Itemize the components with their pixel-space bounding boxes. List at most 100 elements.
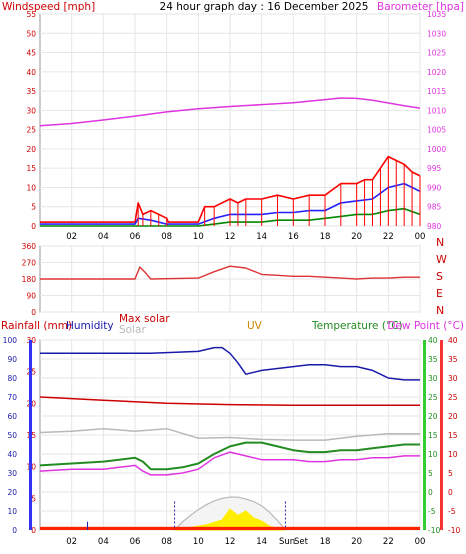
dew-point-y-tick-10: 10: [448, 450, 458, 459]
temperature-y-tick-20: 20: [428, 412, 438, 421]
max-solar-label: Max solar: [119, 313, 170, 325]
wind-x-tick-00: 00: [415, 232, 426, 242]
barometer-y-tick-1020: 1020: [427, 68, 446, 77]
wind-x-tick-20: 20: [351, 232, 362, 242]
windspeed-y-tick-5: 5: [31, 203, 36, 212]
temperature-y-tick-25: 25: [428, 393, 438, 402]
barometer-y-tick-1035: 1035: [427, 10, 446, 19]
dew-point-axis-bar: [440, 340, 443, 530]
dew-point-y-tick-30: 30: [448, 374, 458, 383]
direction-y-tick-360: 360: [22, 242, 37, 251]
direction-y-tick-180: 180: [22, 275, 37, 284]
wind-x-tick-22: 22: [383, 232, 394, 242]
dew-point-y-tick--10: -10: [448, 526, 460, 535]
windspeed-y-tick-20: 20: [26, 145, 36, 154]
compass-label-3: E: [436, 287, 443, 300]
direction-y-tick-0: 0: [31, 308, 36, 317]
barometer-y-tick-1010: 1010: [427, 106, 446, 115]
wind-x-tick-12: 12: [225, 232, 236, 242]
temperature-y-tick-0: 0: [428, 488, 433, 497]
temperature-axis-bar: [423, 340, 426, 530]
wind-x-tick-08: 08: [161, 232, 172, 242]
dew-point-axis-title: Dew Point (°C): [387, 320, 464, 332]
compass-label-2: S: [436, 270, 443, 283]
axis-color-bars: [29, 340, 443, 530]
windspeed-y-tick-30: 30: [26, 106, 36, 115]
barometer-axis-title: Barometer [hpa]: [377, 1, 464, 13]
graph-title: 24 hour graph day : 16 December 2025: [160, 1, 369, 13]
rainfall-y-tick-0: 0: [31, 526, 36, 535]
rainfall-line: [39, 396, 420, 406]
dew-point-y-tick-20: 20: [448, 412, 458, 421]
humidity-y-tick-80: 80: [7, 374, 17, 383]
dew-point-y-tick-0: 0: [448, 488, 453, 497]
climate-x-tick-00: 00: [415, 537, 426, 547]
temperature-y-tick-5: 5: [428, 469, 433, 478]
windspeed-y-tick-15: 15: [26, 164, 36, 173]
solar-and-rain-fills: [40, 496, 420, 531]
humidity-y-tick-0: 0: [12, 526, 17, 535]
temperature-y-tick-15: 15: [428, 431, 438, 440]
temperature-line: [39, 441, 420, 471]
sunset-label: Set: [294, 537, 309, 547]
temperature-y-tick-10: 10: [428, 450, 438, 459]
climate-x-tick-06: 06: [130, 537, 141, 547]
compass-label-1: W: [436, 253, 447, 266]
climate-x-tick-04: 04: [98, 537, 109, 547]
uv-label: UV: [247, 320, 263, 332]
humidity-y-tick-30: 30: [7, 469, 17, 478]
compass-label-4: N: [436, 304, 444, 317]
wind-x-tick-04: 04: [98, 232, 109, 242]
windspeed-y-tick-55: 55: [26, 10, 36, 19]
climate-x-tick-14: 14: [256, 537, 267, 547]
windspeed-y-tick-50: 50: [26, 29, 36, 38]
barometer-y-tick-1005: 1005: [427, 126, 446, 135]
humidity-y-tick-60: 60: [7, 412, 17, 421]
barometer-y-tick-995: 995: [427, 164, 442, 173]
humidity-y-tick-20: 20: [7, 488, 17, 497]
direction-y-tick-90: 90: [26, 292, 36, 301]
humidity-axis-bar: [29, 340, 32, 530]
climate-x-tick-20: 20: [351, 537, 362, 547]
barometer-y-tick-985: 985: [427, 203, 442, 212]
dew-point-y-tick-25: 25: [448, 393, 458, 402]
dew-point-y-tick--5: -5: [448, 507, 456, 516]
dew-point-y-tick-35: 35: [448, 355, 458, 364]
wind_gust-line: [40, 155, 421, 223]
temperature-axis-title: Temperature (°C): [311, 320, 403, 332]
windspeed-y-tick-45: 45: [26, 49, 36, 58]
dew-point-y-tick-5: 5: [448, 469, 453, 478]
climate-x-tick-22: 22: [383, 537, 394, 547]
temperature-y-tick-35: 35: [428, 355, 438, 364]
solar-label: Solar: [119, 324, 146, 336]
wind-x-tick-06: 06: [130, 232, 141, 242]
windspeed-axis-title: Windspeed [mph]: [2, 1, 95, 13]
dew-point-y-tick-15: 15: [448, 431, 458, 440]
rainfall-y-tick-5: 5: [31, 494, 36, 503]
wind-direction-line: [40, 265, 420, 280]
barometer-y-tick-1030: 1030: [427, 29, 446, 38]
barometer-y-tick-980: 980: [427, 222, 442, 231]
humidity-y-tick-90: 90: [7, 355, 17, 364]
rainfall-bars: [40, 526, 420, 530]
wind-x-tick-10: 10: [193, 232, 204, 242]
wind_avg-line: [40, 182, 421, 225]
humidity-axis-title: Humidity: [66, 320, 114, 332]
barometer-y-tick-990: 990: [427, 183, 442, 192]
wind-x-tick-16: 16: [288, 232, 299, 242]
climate-x-tick-12: 12: [225, 537, 236, 547]
rainfall-axis-title: Rainfall (mm): [1, 320, 72, 332]
climate-x-tick-10: 10: [193, 537, 204, 547]
windspeed-y-tick-40: 40: [26, 68, 36, 77]
wind-x-tick-18: 18: [320, 232, 331, 242]
temperature-y-tick-40: 40: [428, 336, 438, 345]
wind-x-tick-02: 02: [66, 232, 77, 242]
windspeed-y-tick-35: 35: [26, 87, 36, 96]
barometer-y-tick-1015: 1015: [427, 87, 446, 96]
climate-x-tick-02: 02: [66, 537, 77, 547]
compass-label-0: N: [436, 236, 444, 249]
dew-point-line: [39, 451, 420, 476]
sunrise-label: Sun: [279, 537, 295, 547]
barometer-line: [39, 97, 421, 127]
